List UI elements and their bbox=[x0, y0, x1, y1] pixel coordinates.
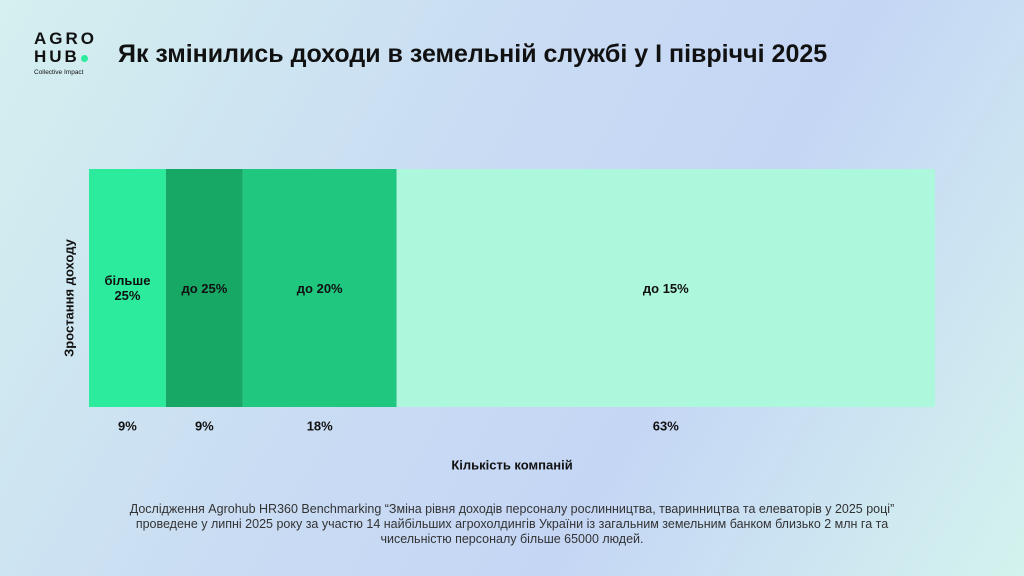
segment-label-wrap: до 15% bbox=[397, 169, 935, 407]
segment-label-wrap: до 20% bbox=[243, 169, 397, 407]
category-label: до 20% bbox=[296, 280, 343, 296]
category-label: більше 25% bbox=[104, 273, 151, 303]
category-label: до 25% bbox=[181, 280, 228, 296]
bar-segment bbox=[165, 169, 243, 407]
chart-title: Як змінились доходи в земельній службі у… bbox=[118, 40, 828, 68]
value-label: 9% bbox=[195, 418, 214, 433]
segment-label-box: більше 25% bbox=[89, 169, 166, 407]
segment-label-box: до 25% bbox=[166, 169, 243, 407]
logo-line: HUB bbox=[34, 48, 97, 66]
value-label: 18% bbox=[307, 418, 333, 433]
logo-line: HUB bbox=[34, 47, 80, 66]
segment-label-wrap: до 25% bbox=[166, 169, 243, 407]
logo: AGRO HUB Collective Impact bbox=[34, 29, 97, 77]
bar-segment bbox=[89, 169, 166, 407]
value-label: 63% bbox=[653, 418, 679, 433]
category-label: до 15% bbox=[642, 280, 689, 296]
segment-label-wrap: більше 25% bbox=[89, 169, 166, 407]
x-axis-label: Кількість компаній bbox=[451, 457, 572, 472]
logo-dot bbox=[80, 55, 88, 62]
footnote: Дослідження Agrohub HR360 Benchmarking “… bbox=[129, 502, 895, 546]
bar-segment bbox=[396, 169, 935, 407]
segment-label-box: до 20% bbox=[243, 169, 397, 407]
bar-segment bbox=[242, 169, 397, 407]
logo-tagline: Collective Impact bbox=[34, 69, 84, 76]
value-label: 9% bbox=[118, 418, 137, 433]
segment-label-box: до 15% bbox=[397, 169, 935, 407]
y-axis-label: Зростання доходу bbox=[61, 238, 76, 357]
logo-line: AGRO bbox=[34, 29, 97, 48]
